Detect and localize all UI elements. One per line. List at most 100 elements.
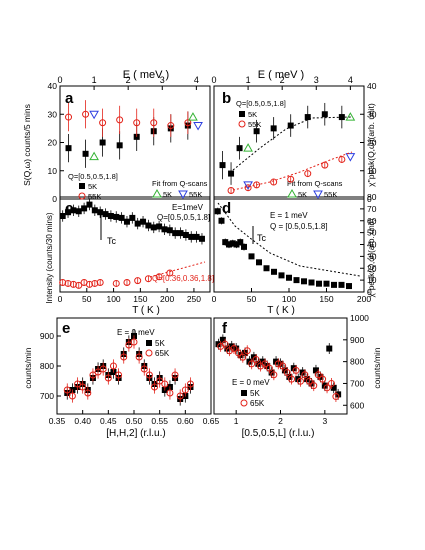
ytick-rlabel-d-7: 70 bbox=[367, 204, 377, 214]
annotation-a-fit: Fit from Q-scans bbox=[152, 179, 208, 188]
point-c-0-10 bbox=[113, 213, 120, 220]
xtick-label-a-4: 4 bbox=[194, 75, 199, 85]
point-e-1-17 bbox=[151, 383, 159, 391]
point-f-1-7 bbox=[248, 360, 256, 368]
legend-marker-a-fit55k bbox=[178, 190, 188, 200]
annotation-c-q2: Q=[0.36,0.36,1.8] bbox=[152, 274, 214, 283]
ytick-rlabel-d-8: 80 bbox=[367, 192, 377, 202]
point-c-1-13 bbox=[166, 269, 174, 277]
legend-marker-e-5k bbox=[146, 340, 152, 346]
point-f-1-15 bbox=[283, 369, 291, 377]
ytick-rlabel-d-2: 20 bbox=[367, 263, 377, 273]
point-d-0-11 bbox=[271, 268, 277, 275]
ytick-rlabel-d-0: 0 bbox=[367, 287, 372, 297]
point-f-1-6 bbox=[243, 347, 251, 355]
point-e-1-20 bbox=[166, 389, 174, 397]
point-f-1-25 bbox=[327, 379, 335, 387]
legend-b-fit-55k: 55K bbox=[324, 190, 337, 199]
point-c-1-7 bbox=[96, 279, 104, 286]
point-f-1-22 bbox=[314, 371, 322, 379]
point-a-1-7 bbox=[184, 119, 192, 127]
xtick-blabel-c-5: 250 bbox=[187, 294, 201, 304]
point-a-3-1 bbox=[193, 122, 203, 131]
plot-c: 0 50 100 150 200 250 bbox=[58, 196, 211, 304]
legend-marker-a-55k bbox=[78, 192, 86, 200]
point-e-1-6 bbox=[94, 368, 102, 376]
panel-b: E ( meV ) χ''peak(Q,ω)(arb. unit) b Q=[0… bbox=[222, 69, 376, 199]
point-c-0-22 bbox=[177, 230, 184, 237]
point-c-0-9 bbox=[107, 213, 114, 219]
xtick-label-b-1: 1 bbox=[246, 75, 251, 85]
point-c-0-1 bbox=[65, 209, 72, 216]
point-e-1-10 bbox=[115, 371, 123, 379]
point-f-1-16 bbox=[288, 375, 296, 383]
point-f-1-17 bbox=[292, 366, 300, 374]
point-d-0-4 bbox=[229, 240, 236, 247]
point-a-1-5 bbox=[150, 119, 158, 127]
point-c-0-12 bbox=[123, 218, 130, 225]
point-b-3-0 bbox=[243, 181, 253, 190]
point-f-1-11 bbox=[265, 364, 273, 372]
xtick-label-b-4: 4 bbox=[348, 75, 353, 85]
xtick-label-b-2: 2 bbox=[280, 75, 285, 85]
point-e-1-18 bbox=[156, 377, 164, 385]
ytick-label-a-0: 0 bbox=[52, 194, 57, 204]
point-d-0-17 bbox=[316, 280, 322, 287]
ytick-rlabel-d-3: 30 bbox=[367, 251, 377, 261]
point-f-1-4 bbox=[234, 349, 242, 357]
xtick-blabel-e-5: 0.60 bbox=[177, 416, 194, 426]
point-e-1-15 bbox=[140, 365, 148, 373]
legend-a-5k: 5K bbox=[88, 182, 97, 191]
point-d-0-20 bbox=[338, 281, 345, 288]
xlabel-e: [H,H,2] (r.l.u.) bbox=[106, 428, 165, 439]
point-c-1-12 bbox=[155, 273, 163, 281]
point-c-1-3 bbox=[75, 281, 83, 289]
legend-f-5k: 5K bbox=[250, 389, 260, 398]
point-c-1-9 bbox=[123, 279, 131, 286]
xtick-blabel-e-6: 0.65 bbox=[203, 416, 220, 426]
xtick-blabel-f-0: 1 bbox=[234, 416, 239, 426]
point-e-1-23 bbox=[181, 386, 189, 394]
fit-line-b-5k bbox=[232, 116, 353, 171]
annotation-b-q: Q=[0.5,0.5,1.8] bbox=[236, 99, 286, 108]
ytick-rlabel-b-0: 0 bbox=[367, 194, 372, 204]
annotation-c-q: Q=[0.5,0.5,1.8] bbox=[157, 213, 210, 222]
xtick-label-b-0: 0 bbox=[211, 75, 216, 85]
ytick-rlabel-f-4: 1000 bbox=[350, 313, 369, 323]
point-d-0-10 bbox=[263, 265, 270, 272]
xtick-blabel-e-1: 0.40 bbox=[74, 416, 91, 426]
panel-e: [H,H,2] (r.l.u.) counts/min e E = 0 meV … bbox=[23, 320, 170, 439]
point-d-0-3 bbox=[226, 241, 232, 248]
legend-a-fit-55k: 55K bbox=[189, 190, 202, 199]
point-c-0-6 bbox=[91, 207, 98, 214]
annotation-b-fit: Fit from Q-scans bbox=[287, 179, 343, 188]
ytick-label-e-0: 700 bbox=[40, 391, 54, 401]
ylabel-f: counts/min bbox=[372, 347, 382, 388]
point-b-0-4 bbox=[270, 125, 277, 132]
point-b-0-5 bbox=[287, 122, 294, 129]
point-d-0-19 bbox=[331, 281, 337, 288]
ytick-rlabel-d-5: 50 bbox=[367, 228, 377, 238]
point-e-1-16 bbox=[145, 371, 153, 379]
point-e-1-7 bbox=[99, 365, 107, 373]
legend-marker-f-5k bbox=[241, 390, 247, 396]
point-e-1-4 bbox=[84, 389, 92, 397]
panel-a: E ( meV ) S(Q,ω) counts/5 mins a Q=[0.5,… bbox=[22, 69, 208, 201]
point-a-2-0 bbox=[89, 151, 99, 161]
point-b-2-1 bbox=[345, 112, 356, 121]
point-b-0-7 bbox=[321, 111, 328, 118]
point-d-0-5 bbox=[233, 241, 240, 248]
point-c-0-20 bbox=[166, 227, 173, 234]
point-f-1-21 bbox=[310, 382, 318, 390]
legend-b-5k: 5K bbox=[248, 110, 257, 119]
top-axis-label-b: E ( meV ) bbox=[258, 69, 304, 81]
point-a-1-4 bbox=[133, 119, 141, 127]
panel-d: T ( K ) χ''peak(Q,ω)(arb. unit) d E = 1 … bbox=[222, 200, 376, 316]
point-f-0-26 bbox=[330, 384, 337, 391]
annotation-d-q: Q = [0.5,0.5,1.8] bbox=[270, 222, 328, 231]
point-e-1-24 bbox=[186, 380, 194, 388]
legend-f-65k: 65K bbox=[250, 399, 265, 408]
ytick-label-a-3: 30 bbox=[48, 109, 58, 119]
